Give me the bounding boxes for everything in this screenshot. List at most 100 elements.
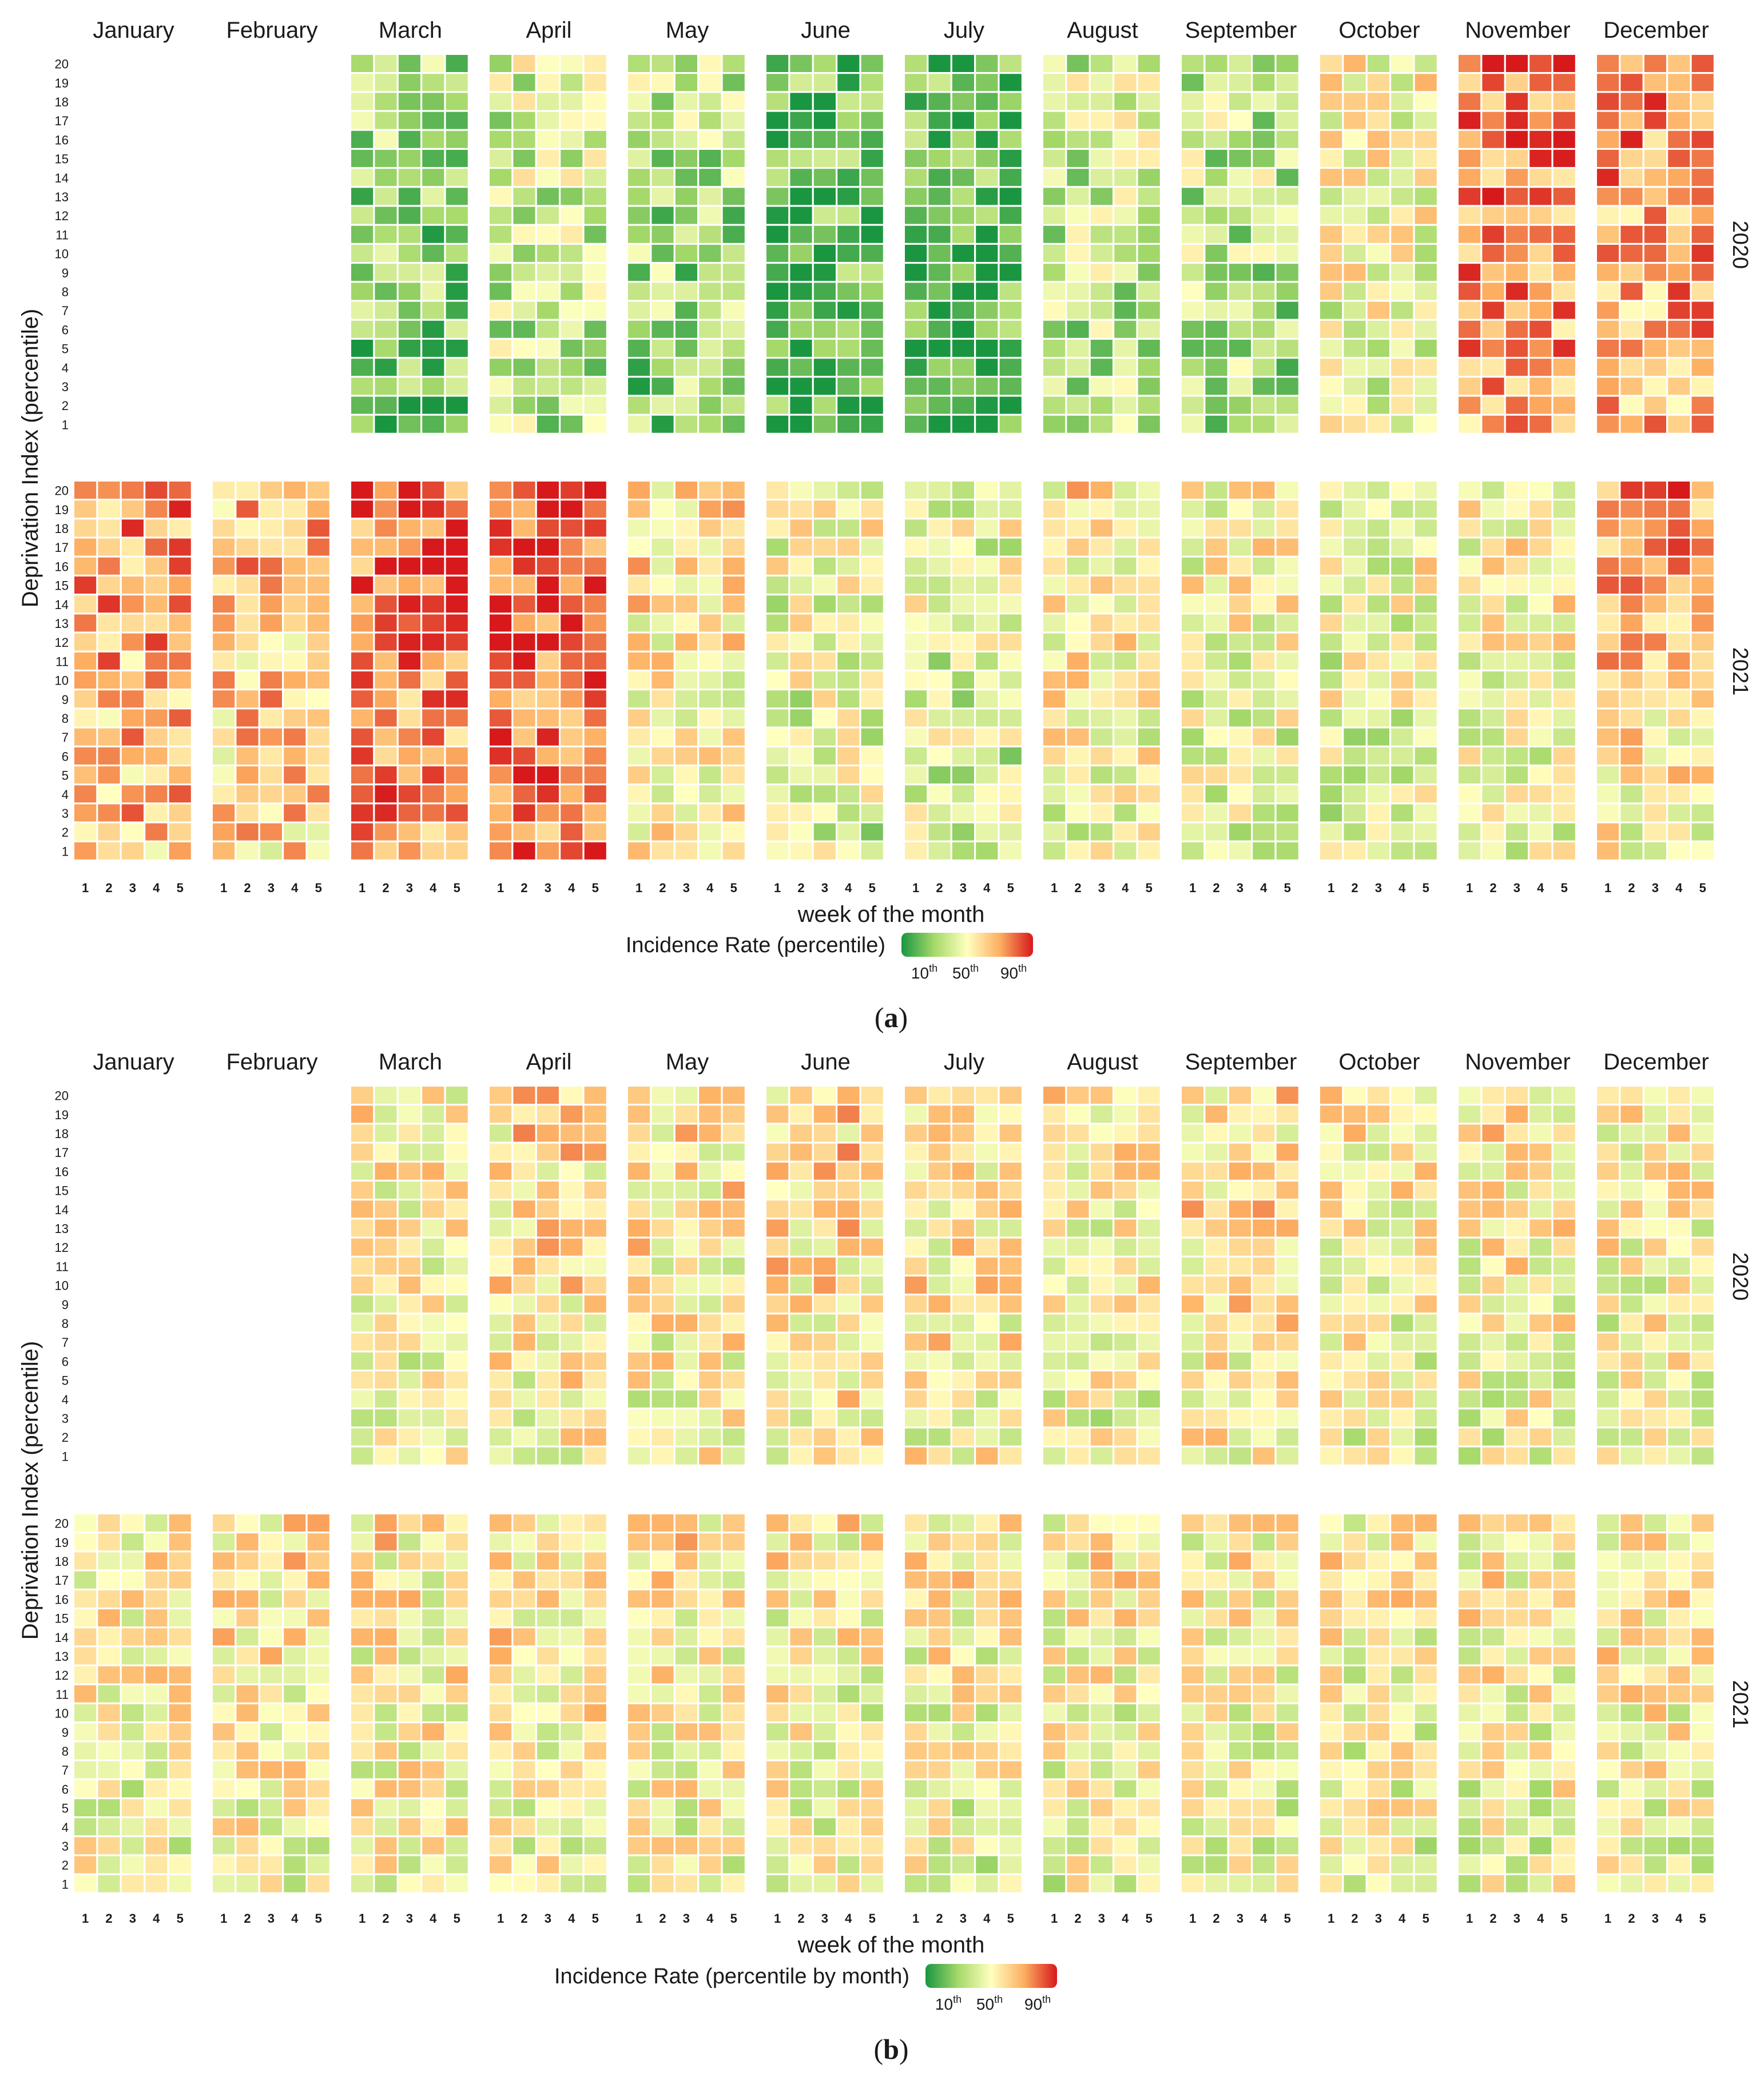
heatmap-cell-2021-june-w5-d2 (861, 1856, 883, 1874)
heatmap-cell-2020-may-w4-d5 (699, 1371, 721, 1389)
heatmap-cell-2021-may-w2-d14 (651, 1628, 674, 1646)
heatmap-cell-2020-april-w3-d10 (537, 1276, 559, 1294)
heatmap-cell-2020-march-w5-d17 (446, 112, 468, 129)
heatmap-cell-2021-december-w4-d16 (1668, 1590, 1690, 1608)
heatmap-cell-2020-june-w3-d8 (813, 1314, 836, 1332)
heatmap-cell-2020-october-w1-d19 (1320, 1105, 1342, 1123)
heatmap-cell-2021-march-w3-d4 (398, 1818, 420, 1836)
heatmap-cell-2021-march-w3-d17 (398, 538, 420, 556)
heatmap-cell-2020-november-w3-d11 (1505, 1257, 1528, 1275)
heatmap-cell-2020-september-w4-d15 (1253, 150, 1275, 167)
heatmap-cell-2020-november-w3-d6 (1505, 1352, 1528, 1370)
heatmap-cell-2021-march-w1-d6 (351, 1780, 374, 1797)
heatmap-cell-2021-june-w5-d18 (861, 519, 883, 537)
heatmap-cell-2020-september-w5-d8 (1276, 1314, 1298, 1332)
heatmap-cell-2020-march-w3-d7 (398, 1333, 420, 1351)
heatmap-cell-2021-august-w4-d20 (1114, 482, 1137, 499)
decile-tick-2021-20: 20 (55, 1517, 69, 1531)
heatmap-cell-2020-september-w3-d3 (1229, 1409, 1251, 1427)
heatmap-cell-2021-november-w1-d8 (1459, 709, 1481, 727)
heatmap-cell-2020-december-w2-d2 (1620, 1428, 1643, 1446)
heatmap-cell-2021-october-w5-d17 (1415, 538, 1437, 556)
heatmap-cell-2021-september-w2-d8 (1205, 1742, 1227, 1760)
heatmap-cell-2021-april-w3-d9 (537, 690, 559, 708)
heatmap-cell-2021-october-w4-d2 (1391, 1856, 1413, 1874)
heatmap-cell-2020-august-w5-d16 (1138, 130, 1160, 148)
heatmap-cell-2020-june-w5-d13 (861, 188, 883, 205)
week-tick-november-4: 4 (1537, 1911, 1544, 1926)
heatmap-cell-2020-april-w5-d5 (584, 340, 606, 357)
week-tick-october-1: 1 (1328, 881, 1334, 895)
heatmap-cell-2021-august-w5-d13 (1138, 614, 1160, 632)
week-tick-august-2: 2 (1074, 881, 1081, 895)
heatmap-cell-2020-august-w3-d4 (1090, 1390, 1113, 1408)
heatmap-cell-2020-may-w3-d9 (675, 264, 697, 281)
heatmap-cell-2020-december-w2-d20 (1620, 55, 1643, 72)
week-tick-january-5: 5 (177, 881, 184, 895)
heatmap-cell-2020-june-w2-d3 (790, 377, 812, 395)
heatmap-cell-2021-september-w4-d8 (1253, 709, 1275, 727)
heatmap-cell-2021-september-w3-d17 (1229, 538, 1251, 556)
decile-tick-2021-7: 7 (62, 730, 69, 745)
heatmap-cell-2021-june-w1-d4 (766, 1818, 789, 1836)
heatmap-cell-2021-october-w1-d7 (1320, 1761, 1342, 1779)
heatmap-cell-2020-may-w2-d16 (651, 1162, 674, 1180)
heatmap-cell-2021-december-w5-d7 (1691, 1761, 1714, 1779)
heatmap-cell-2020-july-w2-d1 (928, 1447, 951, 1465)
heatmap-cell-2021-october-w5-d2 (1415, 1856, 1437, 1874)
heatmap-cell-2021-march-w5-d2 (446, 823, 468, 841)
heatmap-cell-2021-february-w5-d4 (307, 785, 329, 803)
heatmap-cell-2021-may-w4-d20 (699, 482, 721, 499)
heatmap-cell-2020-march-w4-d5 (422, 340, 444, 357)
heatmap-cell-2021-february-w3-d12 (260, 1666, 282, 1684)
heatmap-cell-2021-november-w5-d15 (1553, 1609, 1575, 1626)
heatmap-cell-2021-june-w5-d10 (861, 1704, 883, 1721)
heatmap-cell-2020-october-w2-d2 (1344, 396, 1366, 414)
heatmap-cell-2021-december-w2-d13 (1620, 614, 1643, 632)
heatmap-cell-2021-april-w2-d17 (513, 1571, 535, 1589)
heatmap-cell-2021-may-w1-d2 (628, 823, 650, 841)
heatmap-cell-2021-november-w2-d12 (1482, 1666, 1504, 1684)
heatmap-cell-2020-august-w1-d17 (1043, 1143, 1066, 1161)
decile-tick-2020-14: 14 (55, 171, 69, 185)
heatmap-cell-2020-april-w3-d6 (537, 1352, 559, 1370)
heatmap-cell-2021-february-w5-d1 (307, 1875, 329, 1892)
heatmap-cell-2021-may-w4-d14 (699, 595, 721, 613)
heatmap-cell-2020-september-w1-d4 (1182, 359, 1204, 376)
heatmap-panel-1: January February March April May June July Augu… (18, 18, 1752, 1033)
heatmap-cell-2021-august-w5-d2 (1138, 1856, 1160, 1874)
heatmap-cell-2021-april-w2-d16 (513, 1590, 535, 1608)
heatmap-cell-2021-september-w2-d2 (1205, 1856, 1227, 1874)
heatmap-cell-2021-december-w3-d16 (1644, 1590, 1666, 1608)
heatmap-cell-2021-june-w2-d19 (790, 1533, 812, 1551)
heatmap-cell-2020-october-w2-d12 (1344, 1238, 1366, 1256)
heatmap-cell-2021-april-w3-d7 (537, 728, 559, 746)
heatmap-cell-2021-july-w4-d9 (976, 690, 998, 708)
week-tick-september-3: 3 (1237, 1911, 1243, 1926)
heatmap-cell-2020-october-w4-d5 (1391, 340, 1413, 357)
heatmap-cell-2020-july-w3-d16 (952, 130, 974, 148)
heatmap-cell-2021-august-w5-d3 (1138, 804, 1160, 822)
heatmap-cell-2021-september-w4-d17 (1253, 538, 1275, 556)
heatmap-cell-2021-july-w2-d18 (928, 1552, 951, 1570)
heatmap-cell-2021-march-w3-d6 (398, 747, 420, 765)
heatmap-cell-2021-march-w4-d5 (422, 1799, 444, 1816)
heatmap-cell-2021-august-w1-d9 (1043, 690, 1066, 708)
heatmap-cell-2020-may-w4-d5 (699, 340, 721, 357)
week-tick-july-2: 2 (936, 1911, 943, 1926)
heatmap-cell-2020-march-w4-d8 (422, 283, 444, 300)
heatmap-cell-2021-february-w3-d16 (260, 1590, 282, 1608)
heatmap-cell-2020-october-w3-d4 (1367, 1390, 1389, 1408)
heatmap-cell-2021-march-w1-d14 (351, 1628, 374, 1646)
heatmap-cell-2021-december-w3-d16 (1644, 557, 1666, 575)
heatmap-cell-2020-december-w5-d11 (1691, 225, 1714, 243)
heatmap-cell-2020-august-w2-d9 (1067, 1295, 1089, 1313)
heatmap-cell-2020-march-w3-d5 (398, 1371, 420, 1389)
heatmap-cell-2020-december-w5-d5 (1691, 340, 1714, 357)
heatmap-cell-2021-january-w2-d14 (98, 1628, 120, 1646)
heatmap-cell-2021-march-w1-d4 (351, 1818, 374, 1836)
heatmap-cell-2021-june-w4-d9 (837, 1723, 860, 1741)
decile-tick-2021-13: 13 (55, 1649, 69, 1664)
heatmap-cell-2021-december-w1-d3 (1597, 804, 1619, 822)
heatmap-cell-2021-february-w5-d9 (307, 1723, 329, 1741)
